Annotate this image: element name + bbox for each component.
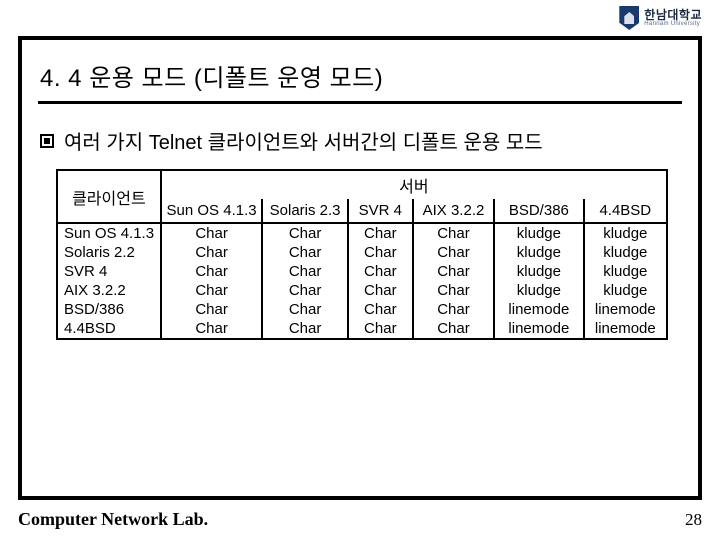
cell: linemode [584, 319, 667, 339]
table-row: SVR 4 Char Char Char Char kludge kludge [57, 262, 667, 281]
cell: Char [161, 262, 263, 281]
page-number: 28 [685, 510, 702, 530]
cell: Char [262, 262, 347, 281]
table-head: 클라이언트 서버 Sun OS 4.1.3 Solaris 2.3 SVR 4 … [57, 170, 667, 223]
university-logo: 한남대학교 Hannam University [619, 6, 702, 30]
cell: Char [413, 262, 494, 281]
col-header: Sun OS 4.1.3 [161, 199, 263, 223]
row-label: AIX 3.2.2 [57, 281, 161, 300]
cell: Char [262, 281, 347, 300]
cell: linemode [494, 300, 583, 319]
col-header: BSD/386 [494, 199, 583, 223]
content-frame: 4. 4 운용 모드 (디폴트 운영 모드) 여러 가지 Telnet 클라이언… [18, 36, 702, 500]
footer: Computer Network Lab. 28 [18, 509, 702, 530]
col-header: SVR 4 [348, 199, 413, 223]
title-box: 4. 4 운용 모드 (디폴트 운영 모드) [38, 54, 682, 104]
page-title: 4. 4 운용 모드 (디폴트 운영 모드) [40, 58, 680, 93]
cell: Char [262, 223, 347, 243]
cell: Char [413, 223, 494, 243]
server-header: 서버 [161, 170, 667, 199]
cell: Char [161, 223, 263, 243]
shield-icon [619, 6, 639, 30]
cell: Char [348, 223, 413, 243]
table-body: Sun OS 4.1.3 Char Char Char Char kludge … [57, 223, 667, 339]
table-row: Sun OS 4.1.3 Char Char Char Char kludge … [57, 223, 667, 243]
row-label: SVR 4 [57, 262, 161, 281]
cell: kludge [584, 262, 667, 281]
cell: kludge [494, 262, 583, 281]
cell: Char [413, 300, 494, 319]
client-header: 클라이언트 [57, 170, 161, 223]
cell: Char [262, 300, 347, 319]
bullet-text: 여러 가지 Telnet 클라이언트와 서버간의 디폴트 운용 모드 [64, 126, 543, 155]
row-label: Solaris 2.2 [57, 243, 161, 262]
cell: Char [161, 243, 263, 262]
modes-table: 클라이언트 서버 Sun OS 4.1.3 Solaris 2.3 SVR 4 … [56, 169, 668, 340]
cell: kludge [494, 223, 583, 243]
col-header: Solaris 2.3 [262, 199, 347, 223]
cell: Char [161, 281, 263, 300]
table-row: Solaris 2.2 Char Char Char Char kludge k… [57, 243, 667, 262]
row-label: Sun OS 4.1.3 [57, 223, 161, 243]
logo-korean: 한남대학교 [644, 9, 702, 21]
cell: Char [161, 300, 263, 319]
cell: Char [348, 300, 413, 319]
col-header: AIX 3.2.2 [413, 199, 494, 223]
cell: Char [413, 281, 494, 300]
cell: linemode [584, 300, 667, 319]
col-header: 4.4BSD [584, 199, 667, 223]
square-bullet-icon [40, 134, 54, 148]
cell: Char [348, 281, 413, 300]
cell: kludge [584, 243, 667, 262]
logo-english: Hannam University [644, 21, 702, 27]
cell: kludge [494, 281, 583, 300]
table-row: AIX 3.2.2 Char Char Char Char kludge klu… [57, 281, 667, 300]
table-row: 4.4BSD Char Char Char Char linemode line… [57, 319, 667, 339]
table-row: 클라이언트 서버 [57, 170, 667, 199]
cell: linemode [494, 319, 583, 339]
table-row: BSD/386 Char Char Char Char linemode lin… [57, 300, 667, 319]
footer-lab: Computer Network Lab. [18, 509, 208, 530]
row-label: 4.4BSD [57, 319, 161, 339]
cell: kludge [584, 223, 667, 243]
cell: Char [348, 243, 413, 262]
cell: Char [348, 319, 413, 339]
cell: Char [413, 243, 494, 262]
cell: Char [262, 243, 347, 262]
cell: Char [348, 262, 413, 281]
cell: Char [161, 319, 263, 339]
logo-text: 한남대학교 Hannam University [644, 9, 702, 27]
table-wrap: 클라이언트 서버 Sun OS 4.1.3 Solaris 2.3 SVR 4 … [56, 169, 664, 340]
cell: Char [262, 319, 347, 339]
cell: kludge [494, 243, 583, 262]
bullet-row: 여러 가지 Telnet 클라이언트와 서버간의 디폴트 운용 모드 [40, 126, 680, 155]
cell: kludge [584, 281, 667, 300]
row-label: BSD/386 [57, 300, 161, 319]
cell: Char [413, 319, 494, 339]
slide: 한남대학교 Hannam University 4. 4 운용 모드 (디폴트 … [0, 0, 720, 540]
